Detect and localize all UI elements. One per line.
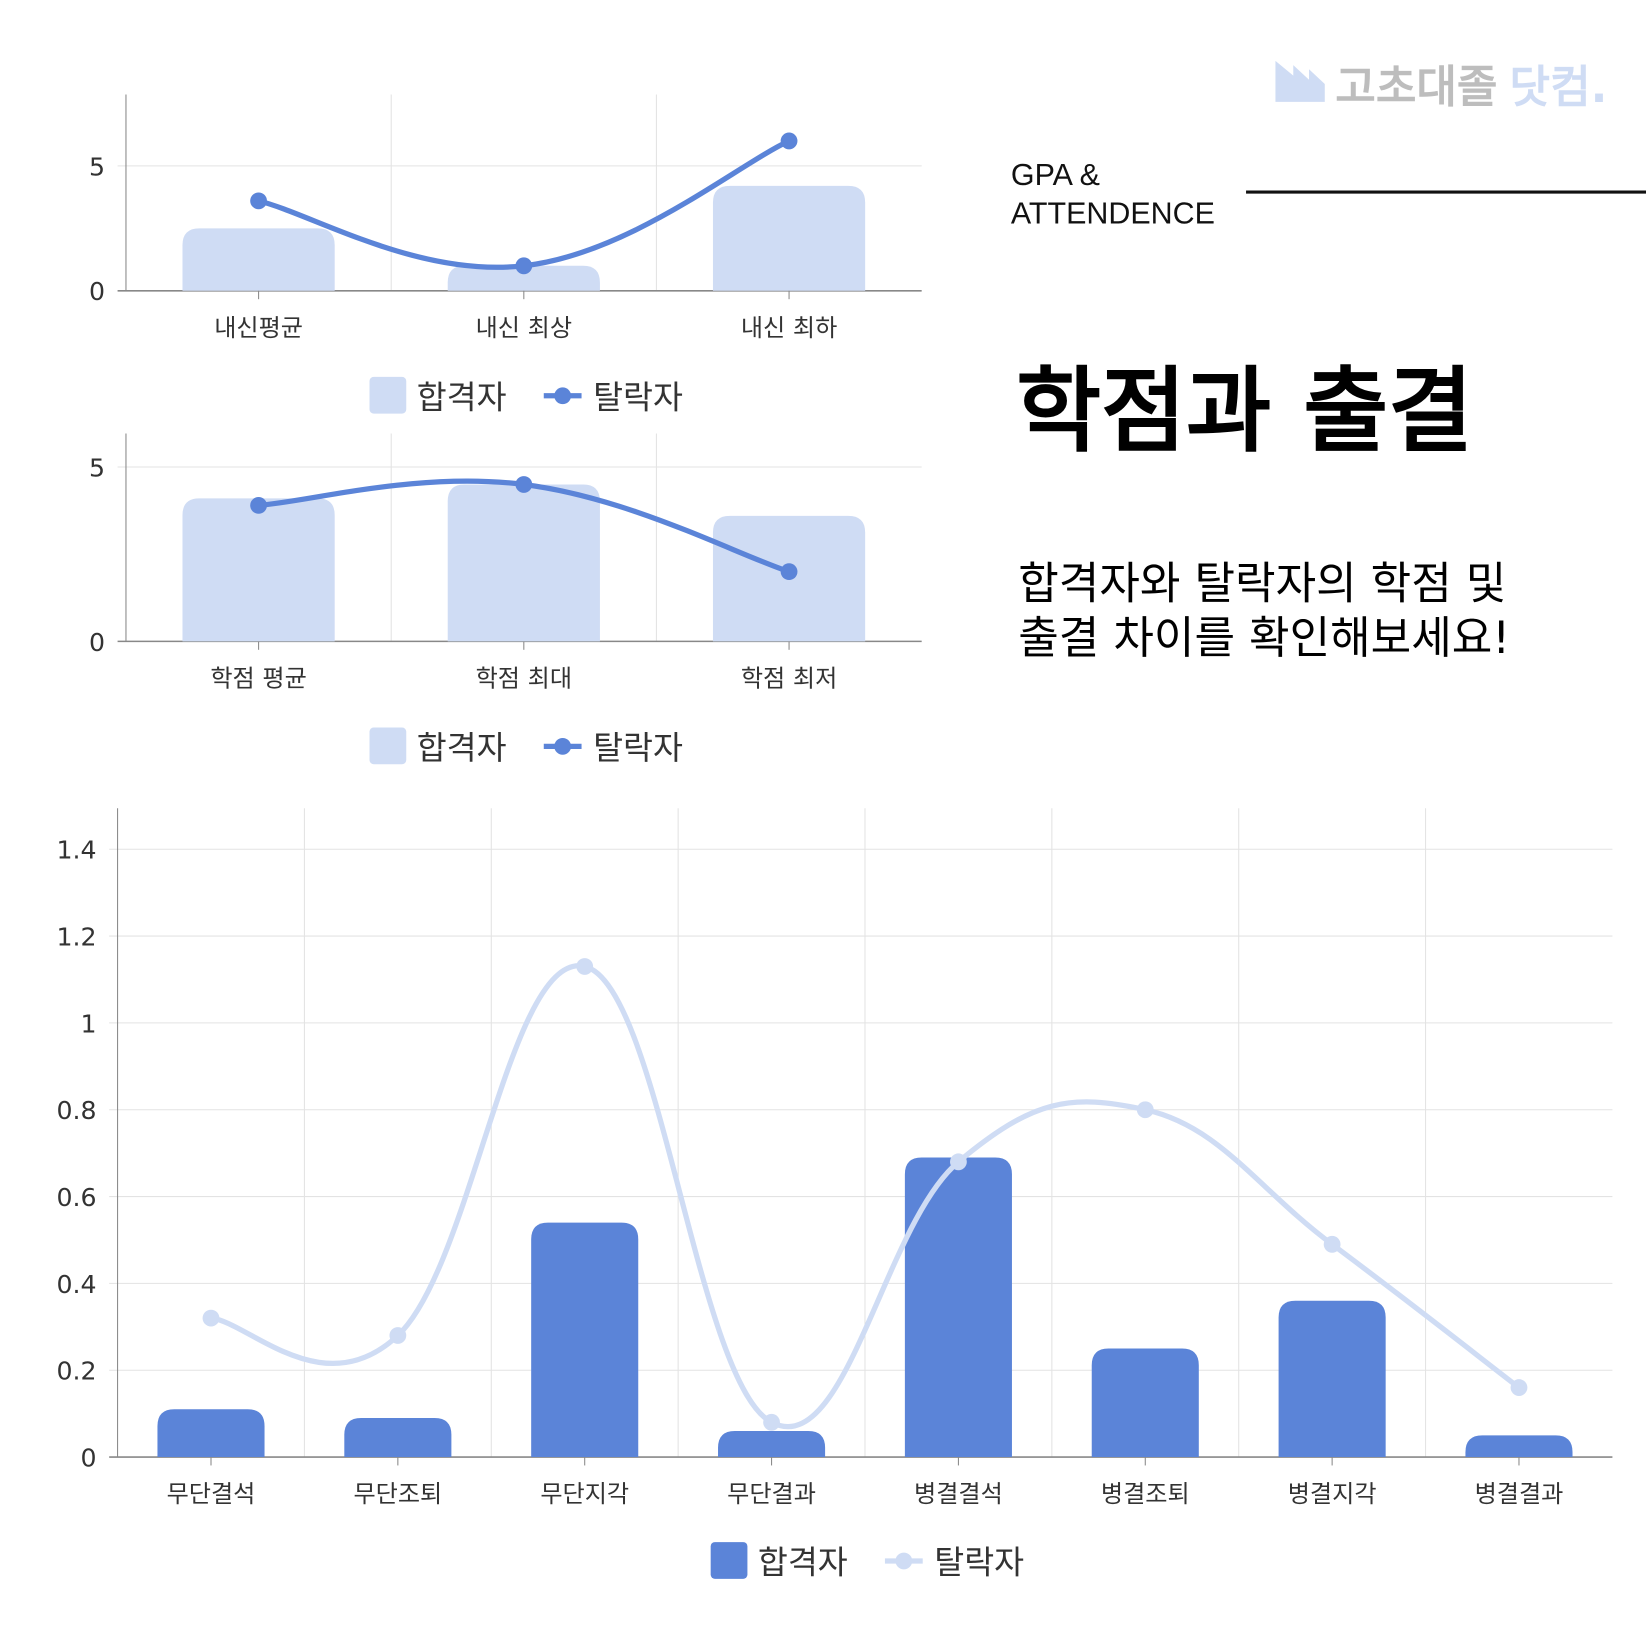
bar	[182, 498, 335, 642]
x-tick-label: 학점 최대	[476, 665, 572, 693]
bar	[447, 484, 600, 642]
eyebrow-line-1: GPA &	[1011, 158, 1100, 192]
x-tick-label: 학점 최저	[741, 665, 837, 693]
bar	[712, 185, 866, 291]
legend-bar-swatch	[710, 1542, 748, 1579]
subtitle-line-1: 합격자와 탈락자의 학점 및	[1018, 558, 1506, 609]
line-point	[576, 958, 594, 975]
bar	[344, 1417, 452, 1458]
line-point	[1136, 1101, 1154, 1119]
page-title: 학점과 출결	[1016, 357, 1473, 465]
logo-text-gray: 고초대졸	[1335, 62, 1497, 113]
bar	[1091, 1348, 1199, 1458]
line-point	[1510, 1379, 1528, 1396]
y-tick-label: 1.4	[57, 836, 97, 865]
bar	[157, 1409, 265, 1458]
bar	[447, 265, 600, 291]
x-tick-label: 무단조퇴	[353, 1480, 442, 1508]
x-tick-label: 학점 평균	[210, 665, 306, 693]
line-point	[202, 1309, 220, 1327]
legend-bar-swatch	[369, 727, 407, 765]
x-tick-label: 병결결과	[1475, 1480, 1564, 1508]
y-tick-label: 1	[81, 1009, 97, 1038]
y-tick-label: 0.6	[57, 1183, 97, 1212]
logo-factory-icon	[1275, 60, 1325, 102]
legend: 합격자 탈락자	[369, 376, 683, 416]
x-tick-label: 내신 최상	[476, 314, 572, 342]
logo: 고초대졸 닷컴.	[1275, 60, 1608, 113]
x-tick-label: 무단지각	[540, 1480, 629, 1508]
legend-label: 합격자	[417, 378, 507, 416]
y-tick-label: 1.2	[57, 923, 97, 952]
eyebrow-line-2: ATTENDENCE	[1011, 197, 1215, 231]
legend-line-point	[554, 737, 572, 755]
line-point	[515, 476, 533, 493]
x-tick-label: 무단결과	[727, 1480, 816, 1508]
legend-label: 탈락자	[934, 1544, 1024, 1582]
y-tick-label: 5	[89, 453, 105, 482]
line-point	[763, 1413, 780, 1431]
legend: 합격자 탈락자	[710, 1542, 1024, 1582]
legend-bar-swatch	[369, 376, 407, 414]
y-tick-label: 0	[89, 277, 105, 306]
logo-text-blue: 닷컴.	[1510, 62, 1608, 113]
legend-label: 합격자	[758, 1544, 848, 1582]
legend: 합격자 탈락자	[369, 727, 683, 767]
line-point	[515, 257, 533, 275]
line-point	[250, 192, 267, 210]
bar	[1278, 1300, 1386, 1458]
bar	[182, 228, 335, 291]
bar	[531, 1222, 639, 1458]
x-tick-label: 병결결석	[914, 1480, 1003, 1508]
line-point	[389, 1327, 407, 1344]
line-point	[950, 1153, 967, 1171]
bar	[718, 1430, 826, 1458]
y-tick-label: 0.4	[57, 1270, 97, 1299]
bar	[904, 1157, 1012, 1458]
line-point	[780, 563, 798, 581]
y-tick-label: 5	[89, 152, 105, 181]
chart-attendance: 0 0.2 0.4 0.6 0.8 1 1.2 1.4 무단결석 무단조퇴 무단지각 무단결과 병결결석…	[57, 808, 1613, 1582]
legend-line-point	[895, 1552, 913, 1570]
legend-label: 합격자	[417, 729, 507, 767]
x-tick-label: 병결조퇴	[1101, 1480, 1190, 1508]
legend-label: 탈락자	[593, 378, 683, 416]
x-tick-label: 내신 최하	[741, 314, 837, 342]
line-point	[250, 496, 267, 514]
y-tick-label: 0	[81, 1443, 97, 1472]
line-series	[257, 138, 791, 270]
bar	[1465, 1435, 1573, 1458]
subtitle-line-2: 출결 차이를 확인해보세요!	[1018, 613, 1510, 664]
legend-line-point	[554, 387, 572, 405]
line-point	[1323, 1235, 1341, 1253]
y-tick-label: 0.8	[57, 1096, 97, 1125]
x-tick-label: 내신평균	[214, 314, 303, 342]
y-tick-label: 0	[89, 628, 105, 657]
line-series	[210, 963, 1521, 1429]
legend-label: 탈락자	[593, 729, 683, 767]
y-tick-label: 0.2	[57, 1357, 97, 1386]
x-tick-label: 무단결석	[167, 1480, 256, 1508]
x-tick-label: 병결지각	[1288, 1480, 1377, 1508]
line-point	[780, 132, 798, 150]
